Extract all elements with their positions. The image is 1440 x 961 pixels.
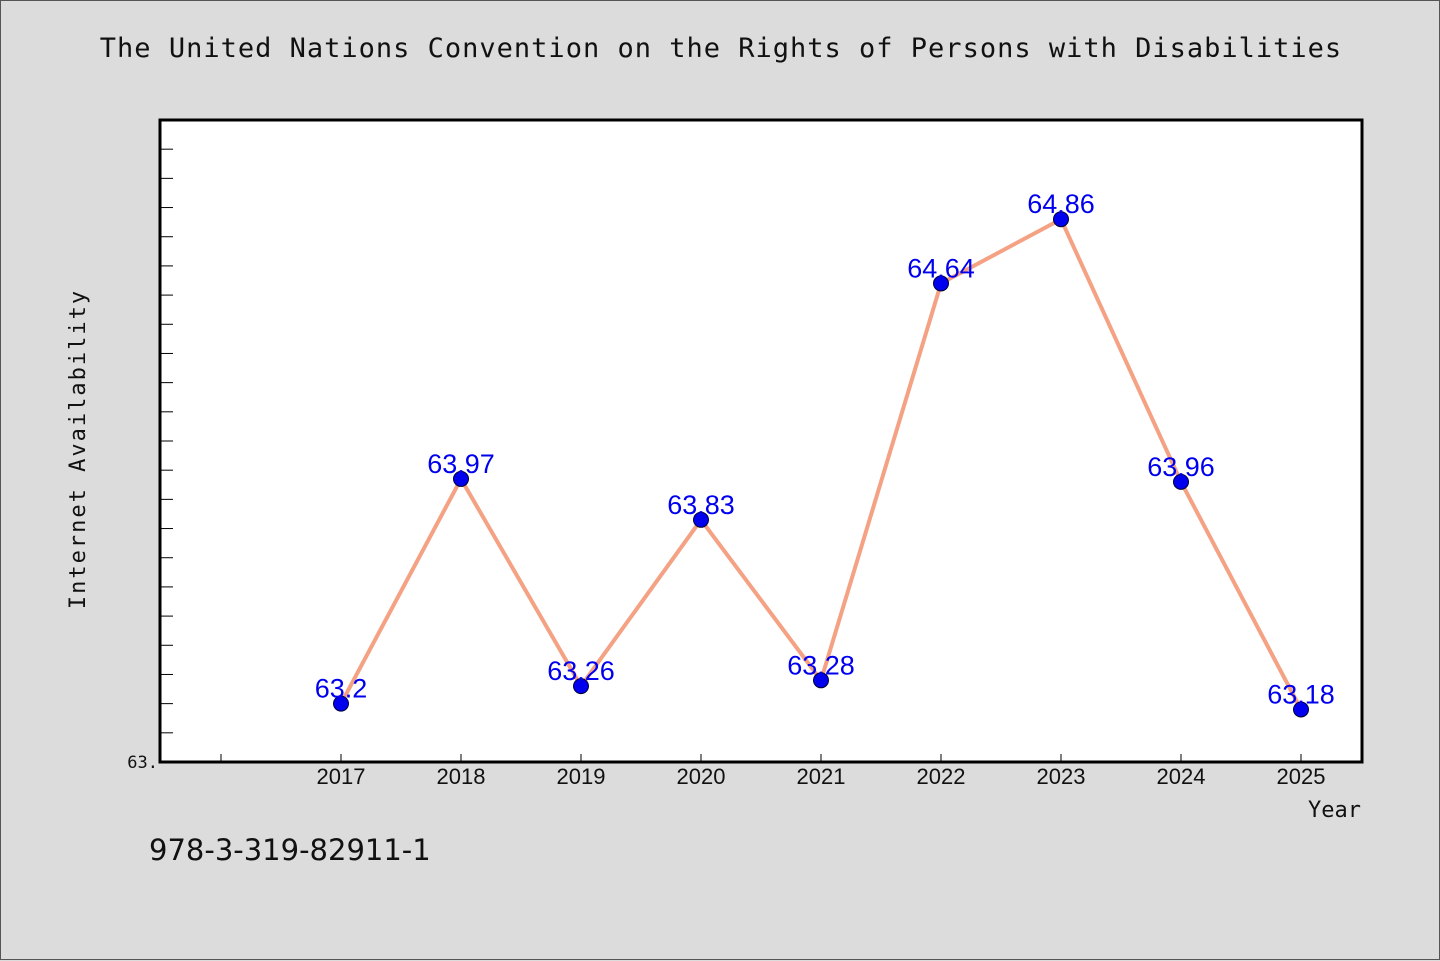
data-label: 63.28 xyxy=(787,650,855,680)
data-point xyxy=(933,275,949,292)
x-tick-label: 2024 xyxy=(1157,764,1206,789)
data-point xyxy=(1053,211,1069,228)
y-axis-label: Internet Availability xyxy=(66,289,91,609)
data-label: 63.26 xyxy=(547,656,615,686)
y-axis-ticks xyxy=(160,148,173,734)
x-tick-label: 2018 xyxy=(437,764,486,789)
x-tick-label: 2019 xyxy=(557,764,606,789)
data-label: 63.96 xyxy=(1147,452,1215,482)
isbn-text: 978-3-319-82911-1 xyxy=(149,833,431,867)
data-point xyxy=(813,672,829,689)
data-point xyxy=(333,695,349,712)
series-layer xyxy=(333,211,1309,718)
data-point xyxy=(693,511,709,528)
data-label: 63.2 xyxy=(315,674,368,704)
data-label: 64.64 xyxy=(907,253,975,283)
data-label: 63.83 xyxy=(667,490,735,520)
x-tick-label: 2022 xyxy=(917,764,966,789)
x-tick-label: 2023 xyxy=(1037,764,1086,789)
data-label: 64.86 xyxy=(1027,189,1095,219)
x-tick-label: 2020 xyxy=(677,764,726,789)
x-axis-ticks: 2017 2018 2019 2020 2021 2022 2023 2024 2025 xyxy=(220,754,1326,789)
y-axis-tick-label: 63. xyxy=(127,753,158,773)
data-labels: 63.2 63.97 63.26 63.83 63.28 64.64 64.86 63.96 6… xyxy=(315,189,1335,709)
x-axis-label: Year xyxy=(1308,798,1361,823)
plot-area xyxy=(158,118,1364,764)
data-label: 63.97 xyxy=(427,449,495,479)
x-tick-label: 2017 xyxy=(317,764,366,789)
x-tick-label: 2021 xyxy=(797,764,846,789)
chart-title: The United Nations Convention on the Rig… xyxy=(99,33,1343,64)
x-tick-label: 2025 xyxy=(1277,764,1326,789)
data-point xyxy=(573,678,589,695)
data-label: 63.18 xyxy=(1267,679,1335,709)
data-point xyxy=(1173,473,1189,490)
data-point xyxy=(1293,701,1309,718)
data-point xyxy=(453,470,469,487)
